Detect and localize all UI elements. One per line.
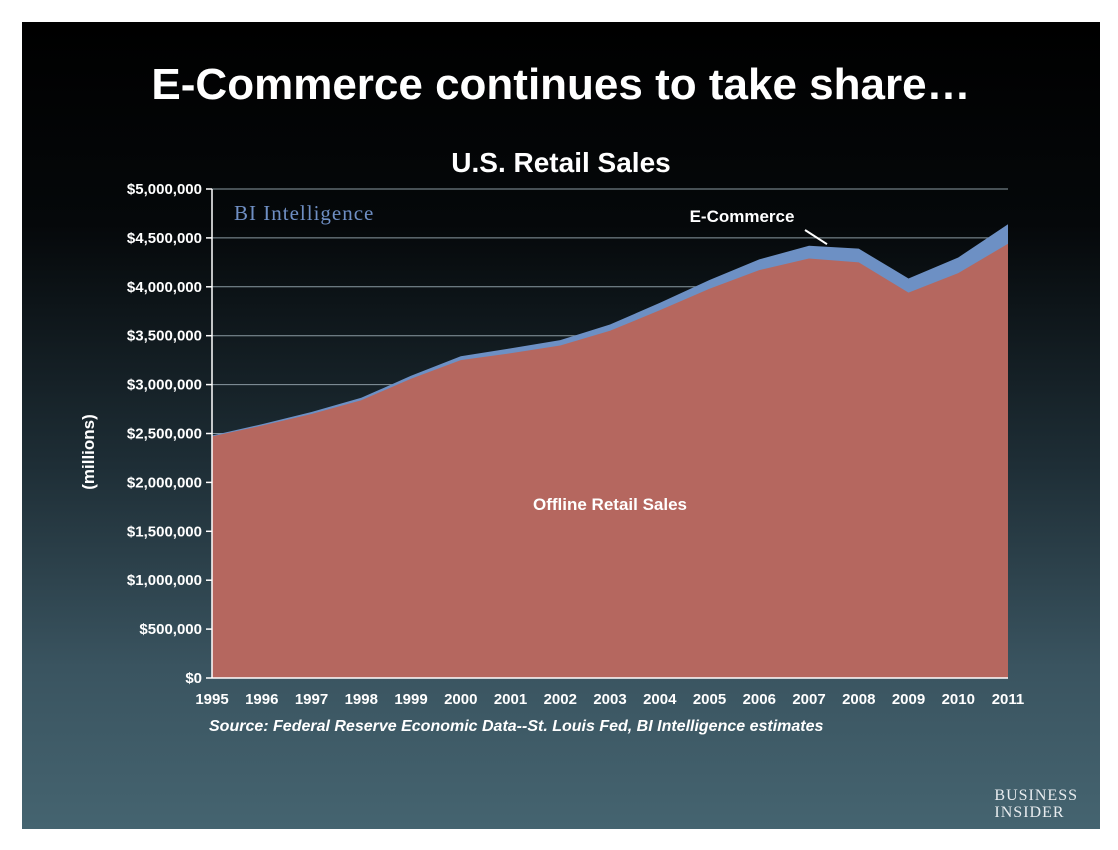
x-tick-labels: 1995 1996 1997 1998 1999 2000 2001 2002 2003 2004… [195, 691, 1024, 708]
x-tick-label: 2006 [743, 691, 776, 708]
y-tick-label: $1,000,000 [127, 572, 202, 589]
chart-title: U.S. Retail Sales [451, 147, 671, 178]
x-tick-label: 1997 [295, 691, 328, 708]
y-tick-label: $3,500,000 [127, 328, 202, 345]
business-insider-logo: Business Insider [994, 787, 1078, 821]
y-tick-label: $1,500,000 [127, 523, 202, 540]
y-axis-label: (millions) [79, 414, 98, 490]
x-tick-label: 2010 [942, 691, 975, 708]
x-tick-label: 2000 [444, 691, 477, 708]
source-note: Source: Federal Reserve Economic Data--S… [209, 718, 824, 735]
y-tick-label: $3,000,000 [127, 377, 202, 394]
x-tick-label: 2005 [693, 691, 726, 708]
offline-retail-label: Offline Retail Sales [533, 495, 687, 514]
x-tick-label: 1998 [345, 691, 378, 708]
bi-intelligence-brand: BI Intelligence [234, 201, 374, 225]
x-tick-label: 2001 [494, 691, 527, 708]
x-tick-label: 1995 [195, 691, 228, 708]
x-tick-label: 1996 [245, 691, 278, 708]
area-chart: $0 $500,000 $1,000,000 $1,500,000 $2,000,000… [79, 181, 1024, 708]
offline-retail-area [212, 243, 1008, 678]
x-tick-label: 2008 [842, 691, 875, 708]
x-tick-label: 2009 [892, 691, 925, 708]
y-tick-label: $5,000,000 [127, 181, 202, 198]
x-tick-label: 2002 [544, 691, 577, 708]
area-series [212, 224, 1008, 678]
e-commerce-label: E-Commerce [690, 207, 795, 226]
x-tick-label: 2003 [593, 691, 626, 708]
x-tick-label: 2004 [643, 691, 677, 708]
e-commerce-pointer [804, 229, 828, 246]
logo-line-2: Insider [994, 804, 1065, 821]
x-tick-label: 1999 [394, 691, 427, 708]
y-tick-label: $2,500,000 [127, 426, 202, 443]
x-tick-label: 2011 [992, 691, 1025, 708]
axes [206, 188, 1008, 679]
slide: E-Commerce continues to take share… U.S.… [22, 22, 1100, 829]
x-tick-label: 2007 [792, 691, 825, 708]
y-tick-label: $4,500,000 [127, 230, 202, 247]
y-tick-label: $0 [185, 670, 202, 687]
y-tick-label: $2,000,000 [127, 474, 202, 491]
logo-line-1: Business [994, 787, 1078, 804]
slide-title: E-Commerce continues to take share… [151, 60, 971, 109]
y-tick-label: $500,000 [139, 621, 202, 638]
y-tick-labels: $0 $500,000 $1,000,000 $1,500,000 $2,000,000… [127, 181, 202, 687]
y-tick-label: $4,000,000 [127, 279, 202, 296]
